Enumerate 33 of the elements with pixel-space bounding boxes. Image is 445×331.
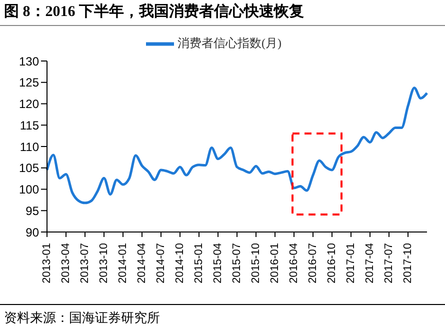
x-tick-label: 2013-07 — [79, 243, 91, 284]
x-tick-label: 2015-01 — [193, 243, 205, 284]
x-tick-label: 2016-04 — [288, 243, 300, 284]
x-tick-label: 2016-10 — [326, 243, 338, 284]
y-tick-label: 90 — [26, 225, 40, 240]
text: 资料来源：国海证券研究所 — [4, 309, 160, 327]
y-tick-label: 95 — [26, 204, 40, 218]
x-tick-label: 2017-01 — [345, 243, 357, 284]
y-tick-label: 130 — [18, 54, 40, 68]
x-tick-label: 2014-10 — [174, 243, 186, 284]
legend-label: 消费者信心指数(月) — [178, 36, 282, 50]
y-tick-label: 100 — [18, 182, 40, 197]
x-tick-label: 2016-07 — [307, 243, 319, 284]
x-tick-label: 2015-07 — [231, 243, 243, 284]
x-tick-label: 2014-04 — [136, 243, 148, 284]
x-tick-label: 2014-07 — [155, 243, 167, 284]
x-tick-label: 2017-07 — [383, 243, 395, 284]
x-tick-label: 2013-01 — [41, 243, 53, 284]
x-tick-label: 2016-01 — [269, 243, 281, 284]
x-tick-label: 2017-10 — [402, 243, 414, 284]
y-tick-label: 110 — [20, 140, 40, 154]
x-tick-label: 2015-10 — [250, 243, 262, 284]
y-tick-label: 115 — [20, 118, 40, 132]
x-tick-label: 2015-04 — [212, 243, 224, 284]
x-tick-label: 2013-04 — [60, 243, 72, 284]
line-series — [46, 86, 428, 204]
x-tick-label: 2013-10 — [98, 243, 110, 284]
y-tick-label: 105 — [18, 161, 40, 176]
y-tick-label: 125 — [18, 76, 40, 90]
y-tick-label: 120 — [18, 97, 40, 112]
x-tick-label: 2014-01 — [117, 243, 129, 284]
x-tick-label: 2017-04 — [364, 243, 376, 284]
chart-title: 图 8：2016 下半年，我国消费者信心快速恢复 — [4, 2, 304, 21]
